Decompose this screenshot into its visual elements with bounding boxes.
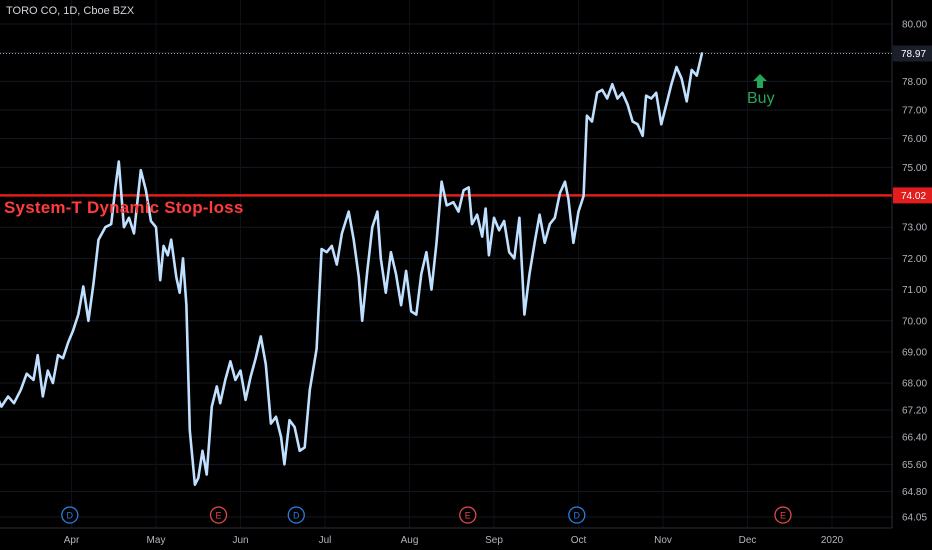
symbol-title[interactable]: TORO CO, 1D, Cboe BZX	[6, 5, 135, 17]
svg-text:E: E	[465, 510, 471, 520]
dividend-marker[interactable]: D	[287, 506, 305, 524]
svg-text:D: D	[67, 510, 74, 520]
dividend-marker[interactable]: D	[568, 506, 586, 524]
price-tags: 78.97 74.02	[893, 45, 932, 204]
x-tick-label: Dec	[739, 535, 757, 546]
y-tick-label: 69.00	[902, 348, 927, 359]
y-tick-label: 64.05	[902, 513, 927, 524]
y-tick-label: 72.00	[902, 254, 927, 265]
y-tick-label: 70.00	[902, 316, 927, 327]
y-tick-label: 75.00	[902, 163, 927, 174]
y-tick-label: 67.20	[902, 406, 927, 417]
y-tick-label: 71.00	[902, 285, 927, 296]
price-axis[interactable]: 80.0079.0078.0077.0076.0075.0074.0073.00…	[902, 20, 927, 524]
y-tick-label: 77.00	[902, 106, 927, 117]
x-tick-label: Aug	[401, 535, 419, 546]
y-tick-label: 66.40	[902, 433, 927, 444]
x-tick-label: Jun	[232, 535, 248, 546]
svg-text:E: E	[216, 510, 222, 520]
y-tick-label: 73.00	[902, 223, 927, 234]
earnings-marker[interactable]: E	[459, 506, 477, 524]
y-tick-label: 80.00	[902, 20, 927, 31]
time-axis[interactable]: Apr May Jun Jul Aug Sep Oct Nov Dec 2020	[64, 535, 844, 546]
buy-signal-label: Buy	[747, 90, 775, 107]
x-tick-label: 2020	[821, 535, 844, 546]
price-series	[0, 52, 704, 487]
x-tick-label: Nov	[654, 535, 672, 546]
gridlines	[0, 0, 892, 528]
svg-text:78.97: 78.97	[901, 49, 926, 60]
y-tick-label: 76.00	[902, 134, 927, 145]
svg-text:D: D	[574, 510, 581, 520]
buy-arrow-icon	[753, 74, 767, 88]
x-tick-label: Sep	[485, 535, 503, 546]
y-tick-label: 68.00	[902, 379, 927, 390]
y-tick-label: 64.80	[902, 487, 927, 498]
earnings-marker[interactable]: E	[774, 506, 792, 524]
series-line-0	[0, 52, 704, 487]
y-tick-label: 78.00	[902, 77, 927, 88]
x-tick-label: Oct	[571, 535, 587, 546]
x-tick-label: Jul	[319, 535, 332, 546]
dividend-marker[interactable]: D	[61, 506, 79, 524]
svg-text:74.02: 74.02	[901, 191, 926, 202]
stop-loss-tag: 74.02	[893, 187, 932, 204]
svg-text:D: D	[293, 510, 300, 520]
svg-text:E: E	[780, 510, 786, 520]
earnings-marker[interactable]: E	[209, 506, 228, 524]
stop-loss-label: System-T Dynamic Stop-loss	[4, 198, 244, 217]
x-tick-label: Apr	[64, 535, 80, 546]
x-tick-label: May	[147, 535, 166, 546]
y-tick-label: 65.60	[902, 460, 927, 471]
last-price-tag: 78.97	[893, 45, 932, 62]
